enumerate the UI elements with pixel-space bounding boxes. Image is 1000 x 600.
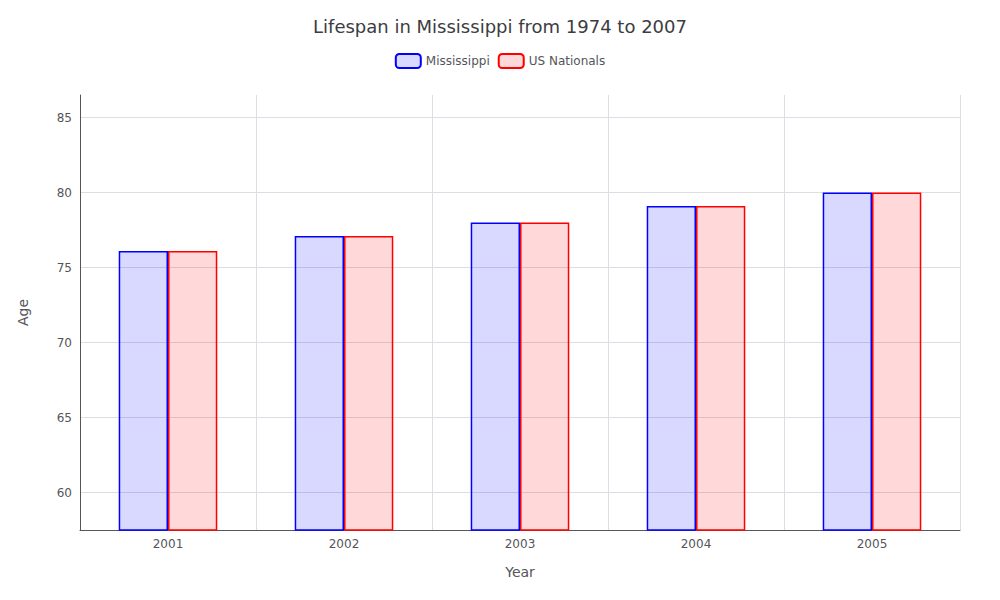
svg-text:2005: 2005 [857,537,888,551]
svg-text:75: 75 [57,261,72,275]
svg-text:2001: 2001 [153,537,184,551]
svg-text:2003: 2003 [505,537,536,551]
svg-text:70: 70 [57,336,72,350]
svg-text:Lifespan in Mississippi from 1: Lifespan in Mississippi from 1974 to 200… [313,16,687,37]
svg-text:Age: Age [15,299,31,326]
svg-text:60: 60 [57,486,72,500]
svg-text:2002: 2002 [329,537,360,551]
svg-text:65: 65 [57,411,72,425]
svg-text:80: 80 [57,186,72,200]
svg-text:85: 85 [57,111,72,125]
svg-text:2004: 2004 [681,537,712,551]
svg-text:Mississippi: Mississippi [426,54,490,68]
svg-text:US Nationals: US Nationals [529,54,605,68]
svg-text:Year: Year [504,564,535,580]
